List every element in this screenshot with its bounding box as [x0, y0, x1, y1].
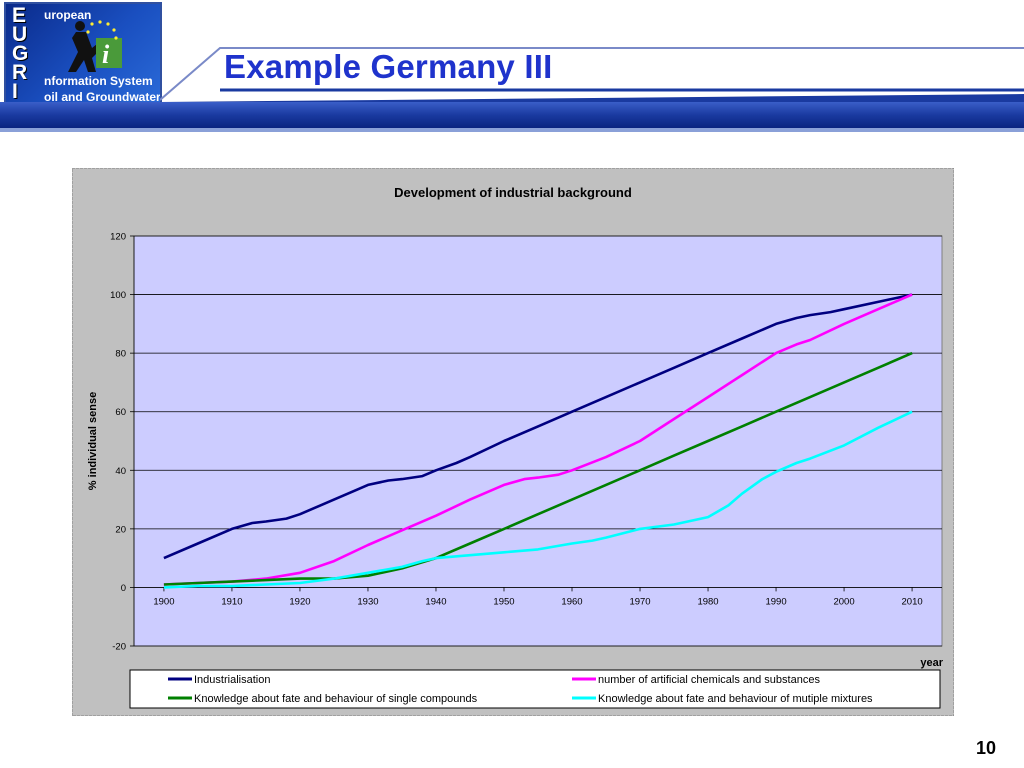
eugris-logo: E U G R I S uropean nformation System oi…: [4, 2, 162, 106]
y-tick-label: 0: [121, 583, 126, 594]
title-underline: [160, 47, 1024, 101]
y-tick-label: -20: [112, 642, 126, 653]
legend-box: [129, 669, 941, 709]
page-number: 10: [975, 738, 996, 758]
y-tick-label: 120: [110, 232, 126, 243]
series-line-3: [163, 351, 913, 586]
y-tick-label: 80: [115, 349, 126, 360]
logo-figure-icon: i: [68, 20, 122, 72]
x-tick-label: 1920: [289, 596, 310, 607]
x-tick-label: 1950: [493, 596, 514, 607]
logo-letter: I: [12, 80, 18, 103]
chart-title: Development of industrial background: [394, 185, 632, 200]
x-tick-label: 1910: [221, 596, 242, 607]
logo-letter: E: [12, 4, 27, 27]
legend-label: Knowledge about fate and behaviour of mu…: [598, 693, 873, 705]
x-axis-ticks: 1900 1910 1920 1930 1940 1950 1960 1970 1980 1990…: [153, 587, 923, 607]
line-chart: Development of industrial background 120…: [71, 167, 955, 717]
header-band: [0, 94, 1024, 132]
legend-label: Industrialisation: [194, 674, 270, 686]
y-tick-label: 20: [115, 524, 126, 535]
legend: Industrialisation number of artificial ch…: [129, 669, 941, 709]
series-line-2: [163, 293, 913, 586]
y-axis-label: % individual sense: [87, 392, 99, 490]
x-tick-label: 2010: [902, 596, 923, 607]
logo-letter: U: [12, 23, 28, 46]
x-tick-label: 1980: [697, 596, 718, 607]
y-tick-label: 40: [115, 466, 126, 477]
series-line-4: [163, 410, 913, 589]
x-tick-label: 2000: [833, 596, 854, 607]
gridlines: [133, 235, 942, 647]
x-tick-label: 1970: [629, 596, 650, 607]
x-tick-label: 1900: [153, 596, 174, 607]
x-tick-label: 1930: [357, 596, 378, 607]
logo-letter: G: [12, 42, 29, 65]
logo-acronym: E U G R I S: [12, 4, 44, 104]
svg-text:i: i: [102, 40, 110, 69]
y-tick-label: 60: [115, 407, 126, 418]
x-tick-label: 1940: [425, 596, 446, 607]
slide-title: Example Germany III: [224, 48, 553, 85]
series-line-1: [163, 293, 913, 560]
x-axis-label: year: [920, 657, 943, 669]
legend-label: number of artificial chemicals and subst…: [598, 674, 820, 686]
logo-letter: R: [12, 61, 28, 84]
logo-word-information: nformation System: [44, 74, 153, 88]
chart-container: Development of industrial background 120…: [71, 167, 955, 717]
series-lines: [163, 293, 913, 589]
y-axis-ticks: 120 100 80 60 40 20 0 -20: [110, 232, 134, 653]
x-tick-label: 1990: [765, 596, 786, 607]
logo-word-european: uropean: [44, 8, 92, 22]
y-tick-label: 100: [110, 290, 126, 301]
logo-word-soil: oil and Groundwater: [44, 90, 161, 104]
legend-label: Knowledge about fate and behaviour of si…: [194, 693, 478, 705]
x-tick-label: 1960: [561, 596, 582, 607]
